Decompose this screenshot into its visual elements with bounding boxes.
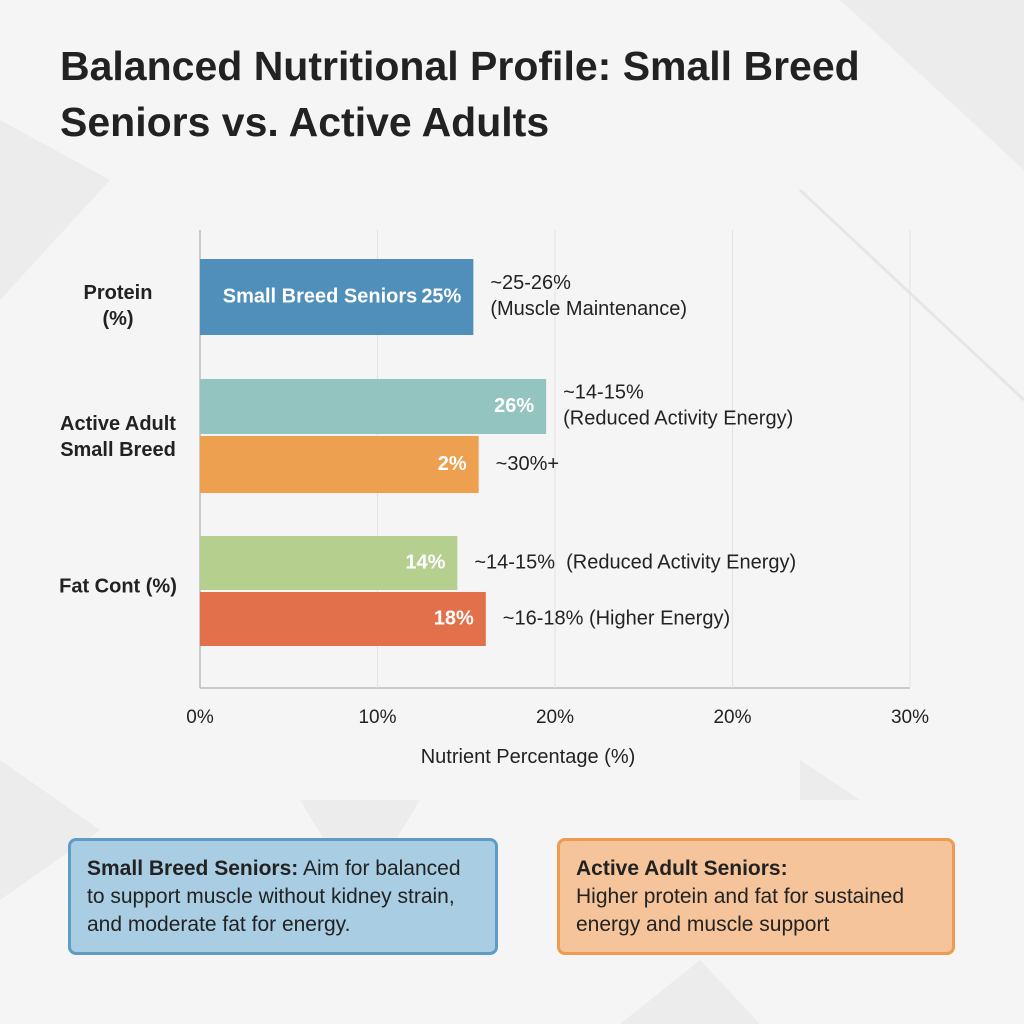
note-box: Small Breed Seniors: Aim for balanced to… bbox=[68, 838, 498, 955]
annotation: ~14-15% (Reduced Activity Energy) bbox=[563, 382, 793, 430]
annotation: ~25-26% (Muscle Maintenance) bbox=[490, 272, 687, 320]
bar bbox=[200, 379, 547, 434]
bar bbox=[200, 436, 479, 493]
x-axis-label: Nutrient Percentage (%) bbox=[421, 746, 636, 768]
bar bbox=[200, 536, 458, 590]
x-tick-label: 0% bbox=[186, 707, 214, 728]
note-text: Higher protein and fat for sustained ene… bbox=[576, 885, 905, 936]
y-tick-label: Active Adult Small Breed bbox=[60, 413, 176, 461]
bar-name: Small Breed Seniors bbox=[223, 285, 418, 307]
note-box: Active Adult Seniors: Higher protein and … bbox=[557, 838, 955, 955]
chart-title: Balanced Nutritional Profile: Small Bree… bbox=[60, 43, 860, 145]
background-line bbox=[798, 188, 1024, 402]
note-text: Aim for balanced to support muscle witho… bbox=[87, 857, 461, 936]
annotation: ~30%+ bbox=[496, 453, 559, 475]
x-tick-label: 10% bbox=[358, 707, 396, 728]
annotation: ~14-15% (Reduced Activity Energy) bbox=[474, 551, 796, 573]
x-tick-label: 20% bbox=[713, 707, 751, 728]
x-tick-label: 20% bbox=[536, 707, 574, 728]
bar bbox=[200, 259, 474, 335]
bar-text: 25% bbox=[421, 285, 461, 307]
x-tick-label: 30% bbox=[891, 707, 929, 728]
bar-text: 18% bbox=[434, 607, 474, 629]
note-heading: Small Breed Seniors: bbox=[87, 857, 299, 880]
annotation: ~16-18% (Higher Energy) bbox=[503, 607, 730, 629]
y-tick-label: Fat Cont (%) bbox=[59, 575, 177, 597]
bar-text: 2% bbox=[438, 453, 467, 475]
bar-text: 14% bbox=[405, 551, 445, 573]
note-heading: Active Adult Seniors: bbox=[576, 857, 788, 880]
y-tick-label: Protein (%) bbox=[84, 282, 153, 330]
bar bbox=[200, 592, 486, 646]
bar-text: 26% bbox=[494, 395, 534, 417]
